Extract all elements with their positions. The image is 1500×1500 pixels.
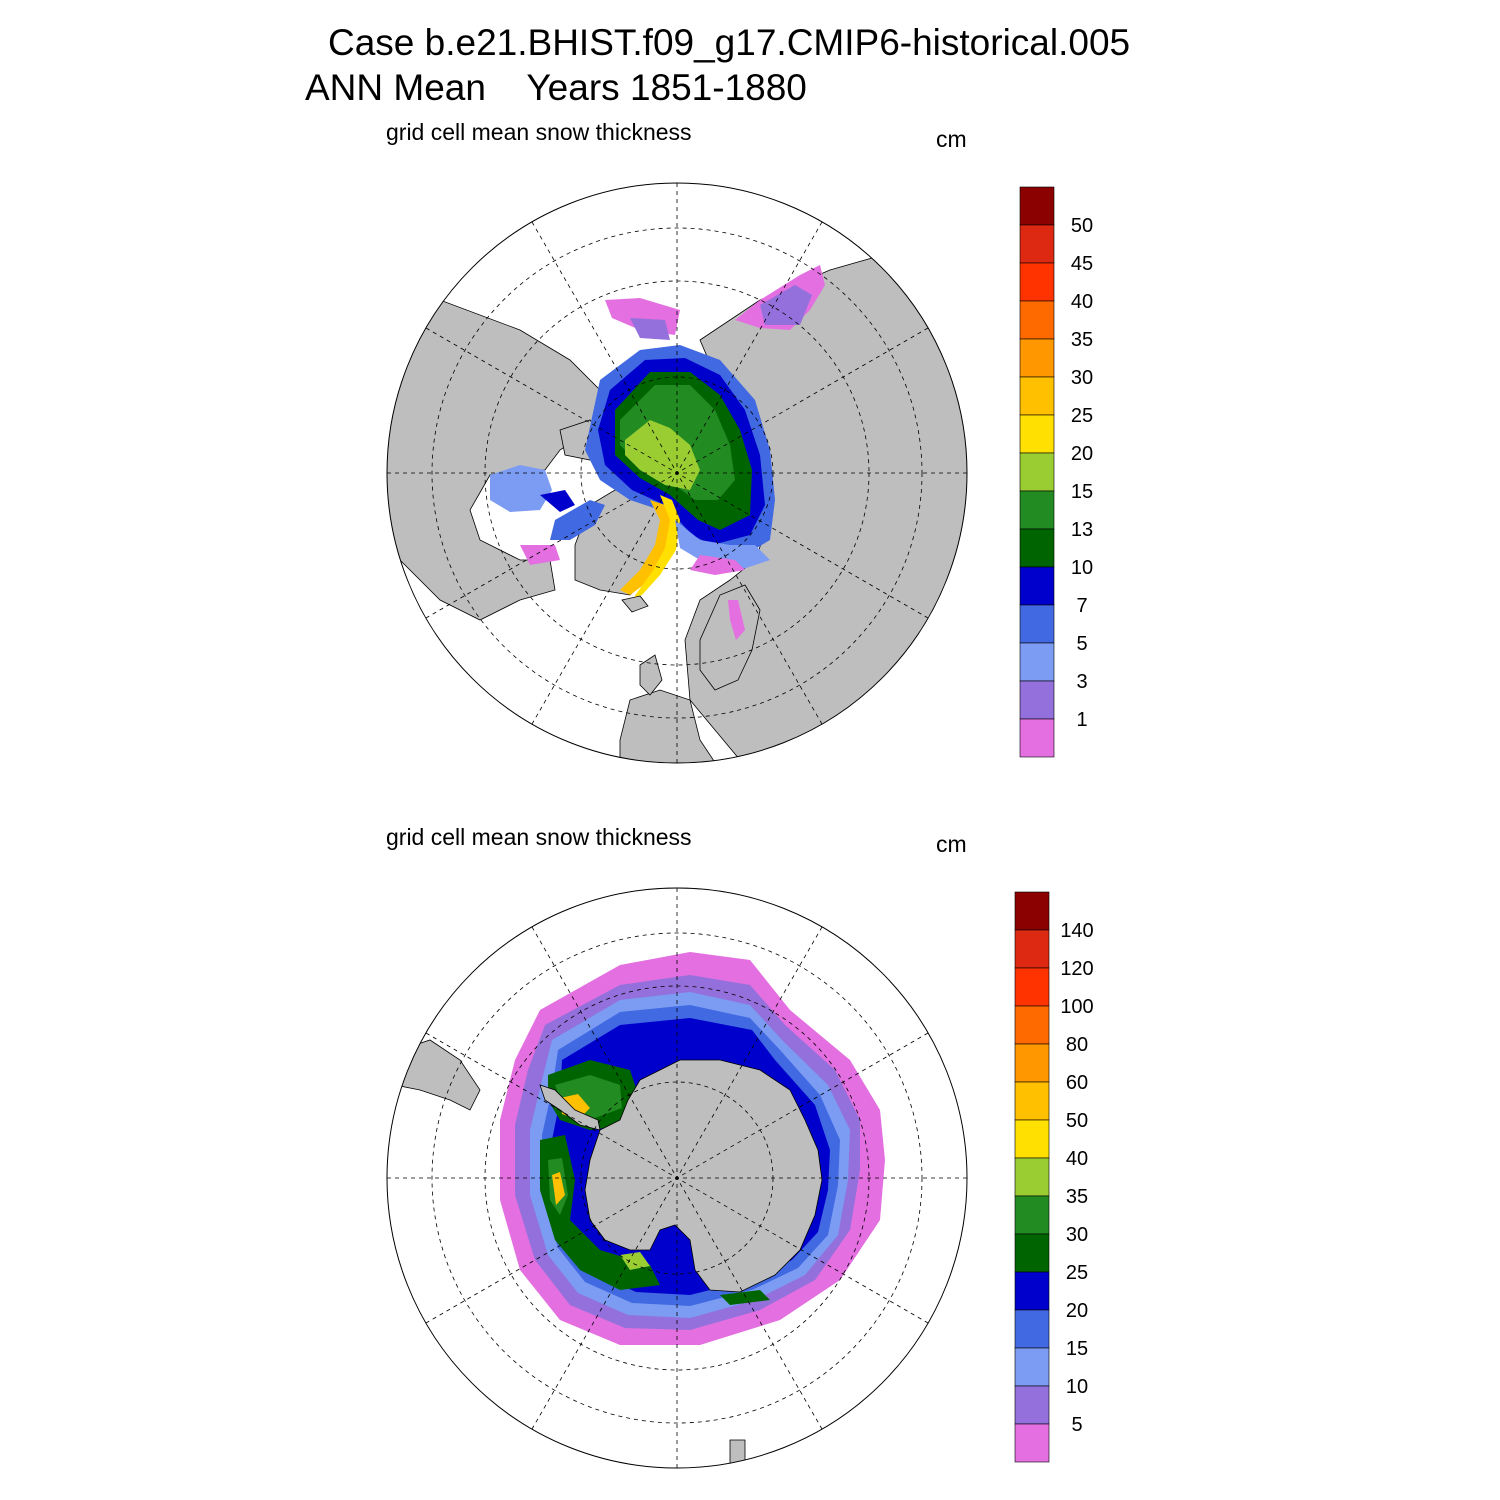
colorbar-swatch [1014, 1385, 1050, 1425]
colorbar-tick-label: 15 [1071, 481, 1093, 503]
colorbar-swatch [1019, 414, 1055, 454]
antarctic-map-border [386, 887, 968, 1469]
arctic-map-border [386, 182, 968, 764]
colorbar-tick-label: 50 [1071, 215, 1093, 237]
arctic-snow-field [490, 265, 825, 640]
colorbar-tick-label: 60 [1066, 1072, 1088, 1094]
colorbar-tick-label: 100 [1060, 996, 1093, 1018]
arctic-graticule [387, 183, 967, 763]
colorbar-tick-label: 25 [1071, 405, 1093, 427]
colorbar-tick-label: 20 [1066, 1300, 1088, 1322]
colorbar-swatch [1014, 1271, 1050, 1311]
colorbar-tick-label: 20 [1071, 443, 1093, 465]
colorbar-swatch [1014, 1195, 1050, 1235]
colorbar-swatch [1014, 929, 1050, 969]
colorbar-swatch [1014, 1005, 1050, 1045]
colorbar-tick-label: 1 [1076, 709, 1087, 731]
colorbar-tick-label: 40 [1066, 1148, 1088, 1170]
colorbar-tick-label: 10 [1071, 557, 1093, 579]
antarctic-panel-title: grid cell mean snow thickness [386, 824, 692, 850]
colorbar-tick-label: 5 [1071, 1414, 1082, 1436]
colorbar-swatch [1014, 1347, 1050, 1387]
colorbar-tick-label: 140 [1060, 920, 1093, 942]
colorbar-tick-label: 7 [1076, 595, 1087, 617]
colorbar-swatch [1019, 376, 1055, 416]
colorbar-swatch [1019, 604, 1055, 644]
colorbar-swatch [1014, 1157, 1050, 1197]
colorbar-swatch [1014, 1043, 1050, 1083]
antarctic-units-label: cm [936, 831, 967, 857]
antarctic-colorbar: 5 10 15 20 25 30 35 40 50 60 80 100 120 140 [1014, 891, 1094, 1463]
colorbar-swatch [1019, 452, 1055, 492]
colorbar-tick-label: 30 [1071, 367, 1093, 389]
colorbar-swatch [1014, 1309, 1050, 1349]
colorbar-tick-label: 25 [1066, 1262, 1088, 1284]
colorbar-tick-label: 13 [1071, 519, 1093, 541]
arctic-polar-map [386, 182, 968, 764]
colorbar-swatch [1019, 300, 1055, 340]
colorbar-tick-label: 50 [1066, 1110, 1088, 1132]
colorbar-swatch [1014, 967, 1050, 1007]
colorbar-swatch [1014, 1119, 1050, 1159]
colorbar-swatch [1019, 718, 1055, 758]
colorbar-swatch [1019, 528, 1055, 568]
colorbar-swatch [1019, 642, 1055, 682]
colorbar-swatch [1019, 566, 1055, 606]
colorbar-tick-label: 35 [1071, 329, 1093, 351]
colorbar-swatch [1019, 338, 1055, 378]
colorbar-tick-label: 40 [1071, 291, 1093, 313]
colorbar-swatch [1019, 262, 1055, 302]
colorbar-tick-label: 45 [1071, 253, 1093, 275]
colorbar-swatch [1014, 891, 1050, 931]
antarctic-polar-map [386, 887, 968, 1469]
colorbar-tick-label: 10 [1066, 1376, 1088, 1398]
main-title-line-2: ANN Mean Years 1851-1880 [305, 67, 807, 108]
colorbar-tick-label: 80 [1066, 1034, 1088, 1056]
colorbar-swatch [1014, 1233, 1050, 1273]
colorbar-tick-label: 120 [1060, 958, 1093, 980]
arctic-units-label: cm [936, 126, 967, 152]
main-title-line-1: Case b.e21.BHIST.f09_g17.CMIP6-historica… [328, 22, 1131, 63]
arctic-panel-title: grid cell mean snow thickness [386, 119, 692, 145]
colorbar-tick-label: 3 [1076, 671, 1087, 693]
colorbar-swatch [1019, 186, 1055, 226]
antarctic-graticule [387, 888, 967, 1468]
colorbar-swatch [1014, 1423, 1050, 1463]
colorbar-swatch [1019, 490, 1055, 530]
colorbar-tick-label: 35 [1066, 1186, 1088, 1208]
colorbar-tick-label: 30 [1066, 1224, 1088, 1246]
colorbar-swatch [1019, 224, 1055, 264]
colorbar-swatch [1019, 680, 1055, 720]
colorbar-swatch [1014, 1081, 1050, 1121]
colorbar-tick-label: 15 [1066, 1338, 1088, 1360]
colorbar-tick-label: 5 [1076, 633, 1087, 655]
